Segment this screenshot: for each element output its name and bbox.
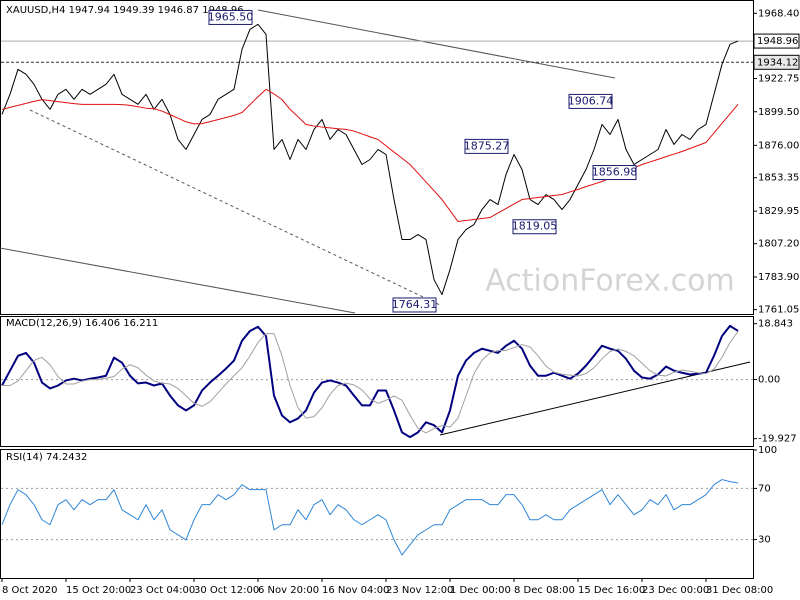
y-tick-label: -19.927 — [758, 434, 797, 445]
annotation: 1819.05 — [512, 220, 558, 233]
price-title: XAUUSD,H4 1947.94 1949.39 1946.87 1948.9… — [6, 5, 244, 16]
y-tick-label: 1783.90 — [758, 272, 799, 283]
annotation: 1906.74 — [568, 94, 614, 107]
series-line — [1, 479, 739, 556]
y-tick-label: 100 — [758, 445, 777, 456]
x-tick-label: 8 Dec 08:00 — [514, 585, 575, 596]
label-box — [208, 9, 253, 25]
price-box — [753, 33, 800, 49]
label-box — [568, 93, 613, 109]
price-box-label: 1934.12 — [757, 57, 798, 68]
x-tick-label: 15 Dec 16:00 — [578, 585, 645, 596]
y-tick-label: 1829.95 — [758, 206, 799, 217]
label-box — [592, 165, 637, 181]
y-tick-label: 1968.40 — [758, 8, 799, 19]
x-tick-label: 23 Nov 12:00 — [386, 585, 453, 596]
y-tick-label: 18.843 — [758, 319, 793, 330]
trend-line — [29, 109, 441, 306]
macd-panel — [0, 316, 754, 447]
macd-title: MACD(12,26,9) 16.406 16.211 — [6, 318, 158, 329]
y-tick-label: 1807.20 — [758, 239, 799, 250]
price-box-label: 1948.96 — [757, 36, 798, 47]
annotation: 1856.98 — [592, 166, 638, 179]
y-tick-label: 1853.35 — [758, 173, 799, 184]
x-tick-label: 6 Nov 20:00 — [258, 585, 319, 596]
y-tick-label: 30 — [758, 535, 771, 546]
label-box — [392, 297, 437, 313]
annotation: 1875.27 — [464, 139, 510, 152]
x-tick-label: 30 Oct 12:00 — [194, 585, 259, 596]
x-tick-label: 31 Dec 08:00 — [706, 585, 773, 596]
label-box — [464, 138, 509, 154]
y-tick-label: 1922.75 — [758, 74, 799, 85]
trend-line — [257, 9, 616, 79]
rsi-title: RSI(14) 74.2432 — [6, 452, 87, 463]
x-tick-label: 8 Oct 2020 — [2, 585, 57, 596]
label-box — [512, 219, 557, 235]
x-tick-label: 15 Oct 20:00 — [66, 585, 131, 596]
series-line — [1, 23, 739, 296]
annotation: 1764.31 — [392, 298, 438, 311]
y-tick-label: 1761.05 — [758, 305, 799, 316]
x-tick-label: 1 Dec 00:00 — [450, 585, 511, 596]
trend-line — [0, 247, 356, 314]
x-tick-label: 23 Dec 00:00 — [642, 585, 709, 596]
price-panel — [0, 0, 754, 315]
y-tick-label: 0.00 — [758, 375, 780, 386]
y-tick-label: 1899.50 — [758, 107, 799, 118]
watermark: ActionForex.com — [485, 264, 734, 299]
y-tick-label: 1876.00 — [758, 140, 799, 151]
rsi-panel — [0, 449, 754, 579]
x-tick-label: 16 Nov 04:00 — [322, 585, 389, 596]
y-tick-label: 70 — [758, 483, 771, 494]
series-line — [2, 331, 739, 434]
price-box — [753, 54, 800, 70]
x-tick-label: 23 Oct 04:00 — [130, 585, 195, 596]
annotation: 1965.50 — [208, 10, 254, 23]
